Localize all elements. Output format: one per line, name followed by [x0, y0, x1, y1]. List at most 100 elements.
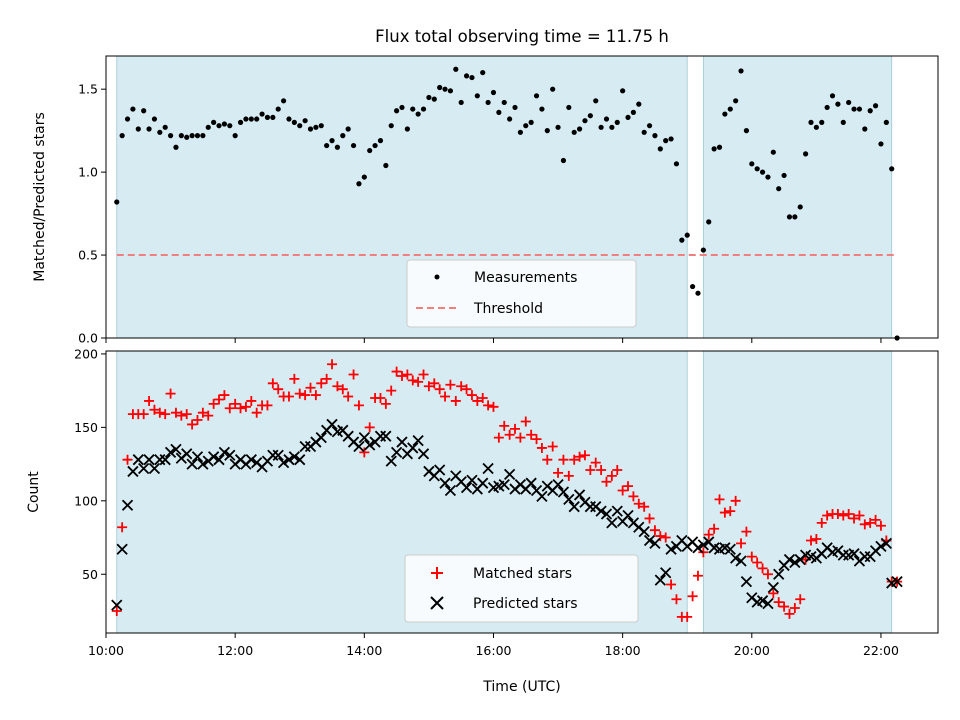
matched-star-point: [644, 513, 655, 524]
measurement-point: [458, 99, 464, 106]
matched-star-point: [601, 476, 612, 487]
measurement-point: [221, 121, 227, 127]
measurement-point: [345, 126, 351, 132]
matched-star-point: [117, 522, 128, 533]
matched-star-point: [434, 384, 445, 395]
measurement-point: [560, 157, 567, 164]
predicted-star-point: [374, 430, 387, 442]
predicted-star-point: [568, 501, 580, 513]
predicted-star-point: [396, 436, 408, 448]
predicted-star-point: [880, 537, 892, 550]
predicted-star-point: [186, 458, 198, 470]
matched-star-point: [197, 407, 208, 418]
measurement-point: [189, 133, 195, 139]
matched-star-point: [294, 388, 305, 399]
matched-star-point: [402, 369, 413, 380]
predicted-star-point: [353, 440, 365, 453]
matched-star-point: [160, 409, 171, 420]
x-tick-label: 20:00: [734, 643, 770, 658]
predicted-star-point: [326, 418, 338, 431]
measurement-point: [259, 111, 265, 117]
measurement-point: [453, 66, 459, 72]
matched-star-point: [235, 403, 246, 414]
matched-star-point: [348, 369, 359, 380]
predicted-star-point: [552, 479, 564, 491]
measurement-point: [275, 106, 281, 112]
measurement-point: [329, 138, 335, 144]
y-tick-label: 0.0: [78, 331, 98, 346]
matched-star-point: [870, 514, 881, 525]
predicted-star-point: [466, 474, 478, 486]
predicted-star-point: [164, 446, 177, 458]
predicted-star-point: [417, 448, 430, 460]
matched-star-point: [466, 390, 477, 401]
matched-star-point: [240, 401, 251, 412]
measurement-point: [318, 123, 324, 129]
measurement-point: [689, 283, 696, 290]
matched-star-point: [606, 470, 617, 481]
measurement-point: [663, 138, 669, 144]
predicted-star-point: [875, 540, 887, 552]
matched-star-point: [181, 409, 192, 420]
measurement-point: [835, 101, 841, 107]
matched-star-point: [569, 454, 580, 465]
matched-star-point: [515, 432, 526, 443]
matched-star-point: [725, 506, 736, 517]
measurement-point: [431, 96, 437, 102]
matched-star-point: [682, 611, 693, 622]
predicted-star-point: [191, 451, 204, 463]
ratio-panel: 0.0 0.5 1.0 1.5 Flux total observing time =…: [32, 27, 939, 346]
matched-star-point: [623, 481, 634, 492]
measurement-point: [749, 161, 755, 167]
matched-star-point: [380, 398, 391, 409]
matched-star-point: [138, 409, 149, 420]
legend-matched-label: Matched stars: [473, 566, 572, 582]
measurement-point: [178, 133, 184, 139]
predicted-star-point: [380, 430, 392, 442]
measurement-point: [733, 98, 739, 104]
measurement-point: [550, 86, 556, 92]
measurement-point: [361, 174, 367, 180]
matched-star-point: [633, 498, 644, 509]
measurement-point: [582, 118, 588, 124]
measurement-point: [571, 129, 577, 135]
matched-star-point: [396, 370, 407, 381]
predicted-star-point: [573, 489, 586, 501]
matched-star-point: [386, 385, 397, 396]
predicted-star-point: [498, 479, 510, 491]
x-tick-label: 10:00: [88, 643, 124, 658]
matched-star-point: [364, 422, 375, 433]
predicted-star-point: [207, 451, 220, 463]
matched-star-point: [875, 520, 886, 531]
measurement-point: [415, 111, 421, 117]
top-axes-frame: [105, 55, 939, 339]
measurement-point: [555, 124, 561, 130]
measurement-point: [480, 69, 486, 76]
bottom-legend-box: [404, 554, 639, 623]
top-x-ticks: [105, 338, 882, 343]
predicted-star-point: [148, 462, 161, 475]
predicted-star-point: [557, 486, 570, 498]
matched-star-point: [816, 517, 827, 528]
measurement-point: [151, 116, 158, 122]
matched-star-point: [805, 535, 816, 546]
measurement-point: [889, 166, 895, 172]
measurement-point: [872, 103, 879, 109]
measurement-point: [399, 104, 405, 111]
legend-measurements-label: Measurements: [474, 270, 577, 286]
matched-star-point: [773, 597, 784, 608]
measurement-point: [227, 123, 233, 129]
predicted-star-point: [697, 539, 709, 551]
predicted-star-point: [358, 432, 370, 444]
measurement-point: [243, 116, 249, 122]
measurement-point: [727, 106, 733, 112]
measurement-point: [566, 104, 572, 111]
predicted-star-point: [197, 458, 209, 470]
y-tick-label: 50: [82, 567, 98, 582]
matched-star-point: [849, 513, 860, 524]
matched-star-point: [176, 410, 187, 421]
matched-star-point: [337, 384, 348, 395]
bottom-y-axis-label: Count: [26, 471, 42, 513]
matched-star-point: [423, 381, 434, 392]
predicted-star-point: [385, 455, 397, 467]
